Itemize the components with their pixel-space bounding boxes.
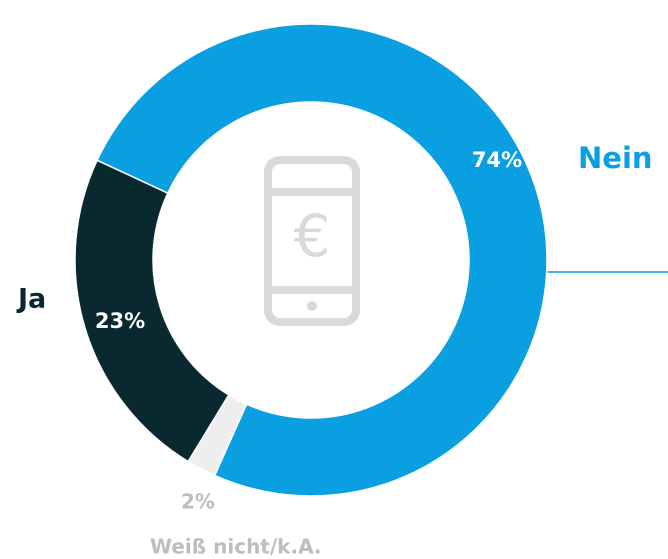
- donut-segment: [96, 23, 548, 497]
- donut-segment: [74, 159, 230, 463]
- value-label: 74%: [472, 148, 522, 172]
- value-label: 2%: [181, 490, 215, 514]
- euro-icon: €: [294, 202, 331, 270]
- category-label: Ja: [16, 284, 46, 315]
- phone-icon: [264, 156, 360, 326]
- phone-button: [307, 301, 317, 311]
- value-label: 23%: [95, 309, 145, 333]
- category-label: Weiß nicht/k.A.: [150, 535, 322, 559]
- category-label: Nein: [578, 141, 653, 175]
